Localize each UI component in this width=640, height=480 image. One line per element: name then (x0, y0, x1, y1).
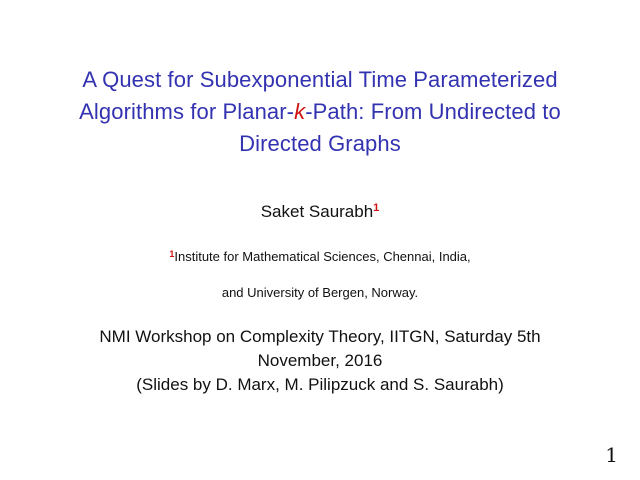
author-name: Saket Saurabh (260, 202, 374, 221)
author-footnote-mark: 1 (373, 202, 380, 214)
title-line-2-before-k: Algorithms for Planar- (79, 99, 295, 124)
page-number: 1 (605, 443, 618, 467)
event-line-1: NMI Workshop on Complexity Theory, IITGN… (99, 327, 541, 346)
title-line-1: A Quest for Subexponential Time Paramete… (82, 67, 558, 92)
institute-line-2: and University of Bergen, Norway. (221, 285, 419, 300)
event-line-2: November, 2016 (257, 351, 383, 370)
institute-line-1: 1Institute for Mathematical Sciences, Ch… (0, 249, 640, 266)
event-block: NMI Workshop on Complexity Theory, IITGN… (30, 325, 610, 397)
author-block: Saket Saurabh1 (0, 201, 640, 225)
institute-line-1-text: Institute for Mathematical Sciences, Che… (174, 249, 471, 264)
institute-footnote-mark: 1 (169, 249, 175, 259)
title-line-3: Directed Graphs (239, 131, 401, 156)
event-line-3: (Slides by D. Marx, M. Pilipzuck and S. … (136, 375, 504, 394)
title-line-2: Algorithms for Planar-k-Path: From Undir… (36, 96, 604, 128)
slide-title: A Quest for Subexponential Time Paramete… (36, 64, 604, 160)
title-line-2-after-k: -Path: From Undirected to (305, 99, 561, 124)
title-k-parameter: k (294, 99, 306, 124)
